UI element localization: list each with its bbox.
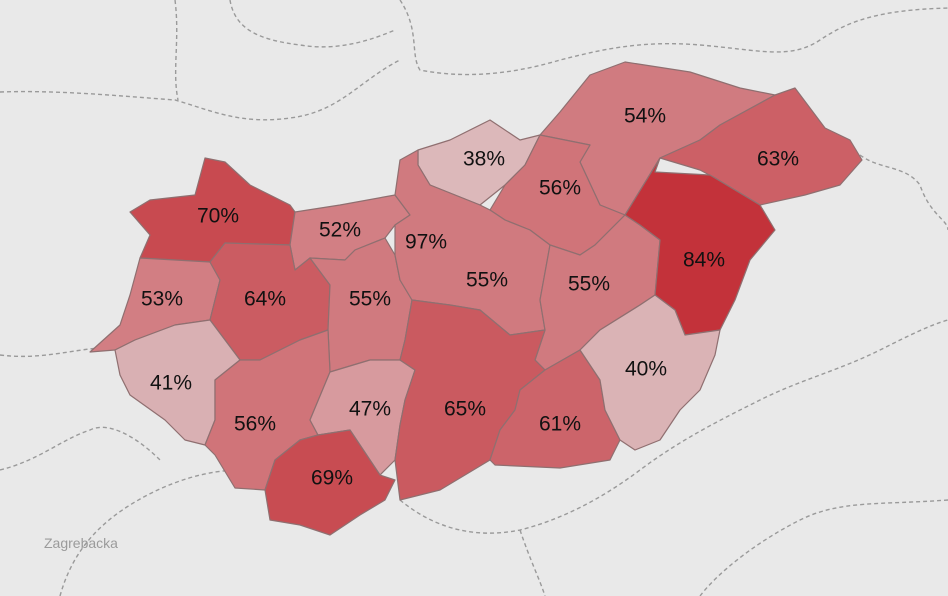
county-label-bacs-kiskun: 65% <box>444 398 486 421</box>
county-label-hajdu-bihar: 84% <box>683 249 725 272</box>
county-region-bekes[interactable] <box>579 294 721 451</box>
county-labels: 70% 52% 97% 38% 54% 63% 56% 53% 64% 55% … <box>141 105 799 490</box>
county-label-bekes: 40% <box>625 358 667 381</box>
county-label-vas: 53% <box>141 288 183 311</box>
county-label-baranya: 69% <box>311 467 353 490</box>
county-label-gyor-moson-sopron: 70% <box>197 205 239 228</box>
county-label-somogy: 56% <box>234 413 276 436</box>
county-label-csongrad: 61% <box>539 413 581 436</box>
county-label-szabolcs-szatmar-bereg: 63% <box>757 148 799 171</box>
county-label-nograd: 38% <box>463 148 505 171</box>
county-label-heves: 56% <box>539 177 581 200</box>
county-label-budapest: 97% <box>405 231 447 254</box>
county-label-fejer: 55% <box>349 288 391 311</box>
county-region-hajdu-bihar[interactable] <box>624 157 776 336</box>
county-label-tolna: 47% <box>349 398 391 421</box>
county-label-borsod-abauj-zemplen: 54% <box>624 105 666 128</box>
place-label: Zagrebacka <box>44 535 118 551</box>
county-label-pest: 55% <box>466 269 508 292</box>
county-label-jasz-nagykun-szolnok: 55% <box>568 273 610 296</box>
county-regions <box>89 61 863 536</box>
county-label-komarom-esztergom: 52% <box>319 219 361 242</box>
county-label-veszprem: 64% <box>244 288 286 311</box>
county-region-szabolcs-szatmar-bereg[interactable] <box>659 87 863 206</box>
county-label-zala: 41% <box>150 372 192 395</box>
county-region-baranya[interactable] <box>264 429 396 536</box>
